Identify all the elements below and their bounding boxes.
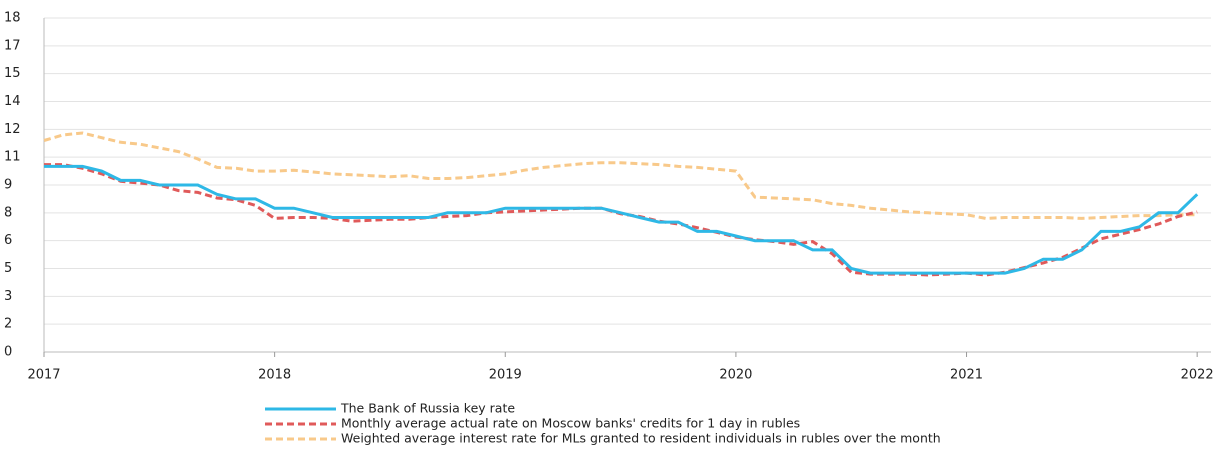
x-tick-label: 2022 (1181, 368, 1214, 383)
legend-label: The Bank of Russia key rate (340, 401, 515, 416)
x-tick-label: 2020 (719, 368, 752, 383)
y-tick-label: 18 (4, 11, 21, 26)
y-tick-label: 15 (4, 66, 21, 81)
x-tick-label: 2018 (258, 368, 291, 383)
x-tick-label: 2017 (27, 368, 60, 383)
y-tick-label: 0 (4, 345, 12, 360)
y-tick-label: 17 (4, 38, 21, 53)
y-tick-label: 5 (4, 261, 12, 276)
x-tick-label: 2021 (950, 368, 983, 383)
y-tick-label: 8 (4, 205, 12, 220)
y-tick-label: 6 (4, 233, 12, 248)
series-line (44, 163, 1198, 277)
legend-label: Weighted average interest rate for MLs g… (341, 431, 941, 446)
y-tick-label: 12 (4, 122, 21, 137)
y-tick-label: 11 (4, 150, 21, 165)
y-tick-label: 14 (4, 94, 21, 109)
legend-label: Monthly average actual rate on Moscow ba… (341, 416, 800, 431)
series-line (44, 164, 1199, 275)
y-tick-label: 2 (4, 317, 12, 332)
series-line (43, 131, 1198, 220)
y-tick-label: 3 (4, 289, 12, 304)
x-tick-label: 2019 (489, 368, 522, 383)
y-tick-label: 9 (4, 178, 12, 193)
